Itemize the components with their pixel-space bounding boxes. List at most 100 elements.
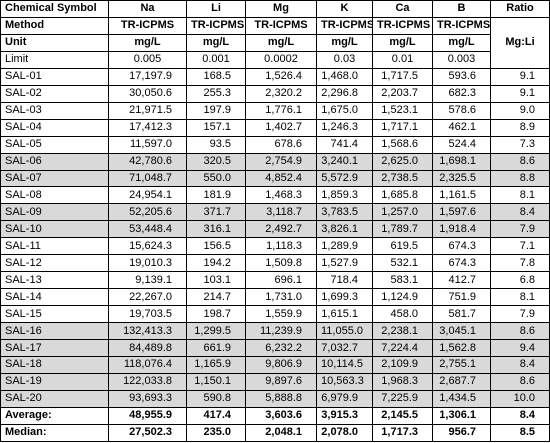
sample-row: SAL-07 71,048.7 550.0 4,852.4 5,572.9 2,738.5… — [0, 169, 550, 188]
sample-row: SAL-14 22,267.0 214.7 1,731.0 1,699.3 1,124.9… — [0, 288, 550, 307]
sample-id: SAL-03 — [0, 101, 109, 120]
summary-label: Average: — [0, 406, 109, 425]
value-cell: 1,150.1 — [186, 372, 246, 391]
value-cell: 11,055.0 — [316, 322, 373, 341]
value-cell: 5,888.8 — [245, 389, 317, 408]
summary-value: 2,145.5 — [372, 406, 433, 425]
value-cell: 6,232.2 — [245, 339, 317, 358]
value-cell: 1,968.3 — [372, 372, 433, 391]
value-cell: 1,559.9 — [245, 305, 317, 324]
summary-value: 956.7 — [432, 423, 491, 443]
value-cell: 1,615.1 — [316, 305, 373, 324]
value-cell: 1,165.9 — [186, 356, 246, 374]
value-cell: 578.6 — [432, 101, 491, 120]
value-cell: 11,597.0 — [108, 135, 187, 154]
value-cell: 1,523.1 — [372, 101, 433, 120]
summary-value: 3,603.6 — [245, 406, 317, 425]
value-cell: 9,139.1 — [108, 271, 187, 290]
value-cell: 19,703.5 — [108, 305, 187, 324]
method-cell: TR-ICPMS — [245, 16, 317, 35]
sample-row: SAL-18 118,076.4 1,165.9 9,806.9 10,114.5 2,1… — [0, 356, 550, 374]
summary-row: Median: 27,502.3 235.0 2,048.1 2,078.0 1,717.… — [0, 423, 550, 443]
sample-id: SAL-13 — [0, 271, 109, 290]
value-cell: 674.3 — [432, 254, 491, 273]
method-cell: TR-ICPMS — [186, 16, 246, 35]
value-cell: 1,468.3 — [245, 186, 317, 205]
value-cell: 524.4 — [432, 135, 491, 154]
value-cell: 21,971.5 — [108, 101, 187, 120]
value-cell: 741.4 — [316, 135, 373, 154]
sample-row: SAL-01 17,197.9 168.5 1,526.4 1,468.0 1,717.5… — [0, 67, 550, 86]
value-cell: 1,509.8 — [245, 254, 317, 273]
value-cell: 682.3 — [432, 84, 491, 103]
value-cell: 53,448.4 — [108, 220, 187, 239]
summary-value: 3,915.3 — [316, 406, 373, 425]
header-cell: K — [316, 0, 373, 18]
value-cell: 462.1 — [432, 118, 491, 137]
summary-row: Average: 48,955.9 417.4 3,603.6 3,915.3 2,145… — [0, 406, 550, 425]
unit-cell: mg/L — [316, 33, 373, 52]
limit-cell: 0.001 — [186, 50, 246, 69]
value-cell: 7.9 — [490, 220, 550, 239]
sample-id: SAL-15 — [0, 305, 109, 324]
limit-row: Limit 0.005 0.001 0.0002 0.03 0.01 0.003 — [0, 50, 550, 69]
value-cell: 8.1 — [490, 288, 550, 307]
value-cell: 590.8 — [186, 389, 246, 408]
header-cell: Chemical Symbol — [0, 0, 109, 18]
value-cell: 3,826.1 — [316, 220, 373, 239]
value-cell: 7.8 — [490, 254, 550, 273]
value-cell: 9.1 — [490, 84, 550, 103]
value-cell: 132,413.3 — [108, 322, 187, 341]
summary-value: 235.0 — [186, 423, 246, 443]
value-cell: 2,492.7 — [245, 220, 317, 239]
summary-value: 1,717.3 — [372, 423, 433, 443]
sample-row: SAL-03 21,971.5 197.9 1,776.1 1,675.0 1,523.1… — [0, 101, 550, 120]
sample-id: SAL-10 — [0, 220, 109, 239]
unit-row: Unit mg/L mg/L mg/L mg/L mg/L mg/L — [0, 33, 550, 52]
value-cell: 593.6 — [432, 67, 491, 86]
value-cell: 3,118.7 — [245, 203, 317, 222]
sample-row: SAL-02 30,050.6 255.3 2,320.2 2,296.8 2,203.7… — [0, 84, 550, 103]
row-label: Limit — [0, 50, 109, 69]
summary-value: 27,502.3 — [108, 423, 187, 443]
value-cell: 7.3 — [490, 135, 550, 154]
value-cell: 3,783.5 — [316, 203, 373, 222]
value-cell: 103.1 — [186, 271, 246, 290]
header-row: Chemical Symbol Na Li Mg K Ca B Ratio — [0, 0, 550, 18]
value-cell: 320.5 — [186, 152, 246, 171]
value-cell: 2,109.9 — [372, 356, 433, 374]
method-cell: TR-ICPMS — [108, 16, 187, 35]
sample-id: SAL-05 — [0, 135, 109, 154]
value-cell: 93.5 — [186, 135, 246, 154]
unit-cell: mg/L — [432, 33, 491, 52]
value-cell: 4,852.4 — [245, 169, 317, 188]
value-cell: 1,717.5 — [372, 67, 433, 86]
value-cell: 2,687.7 — [432, 372, 491, 391]
value-cell: 696.1 — [245, 271, 317, 290]
value-cell: 118,076.4 — [108, 356, 187, 374]
limit-cell: 0.03 — [316, 50, 373, 69]
summary-value: 417.4 — [186, 406, 246, 425]
value-cell: 9,806.9 — [245, 356, 317, 374]
value-cell: 1,246.3 — [316, 118, 373, 137]
header-cell: B — [432, 0, 491, 18]
value-cell: 19,010.3 — [108, 254, 187, 273]
value-cell: 2,754.9 — [245, 152, 317, 171]
value-cell: 84,489.8 — [108, 339, 187, 358]
value-cell: 42,780.6 — [108, 152, 187, 171]
value-cell: 7,225.9 — [372, 389, 433, 408]
value-cell: 2,296.8 — [316, 84, 373, 103]
value-cell: 122,033.8 — [108, 372, 187, 391]
value-cell: 3,045.1 — [432, 322, 491, 341]
value-cell: 458.0 — [372, 305, 433, 324]
header-cell: Na — [108, 0, 187, 18]
value-cell: 581.7 — [432, 305, 491, 324]
value-cell: 1,434.5 — [432, 389, 491, 408]
value-cell: 10.0 — [490, 389, 550, 408]
header-cell: Li — [186, 0, 246, 18]
sample-id: SAL-17 — [0, 339, 109, 358]
value-cell: 6.8 — [490, 271, 550, 290]
limit-cell: 0.0002 — [245, 50, 317, 69]
